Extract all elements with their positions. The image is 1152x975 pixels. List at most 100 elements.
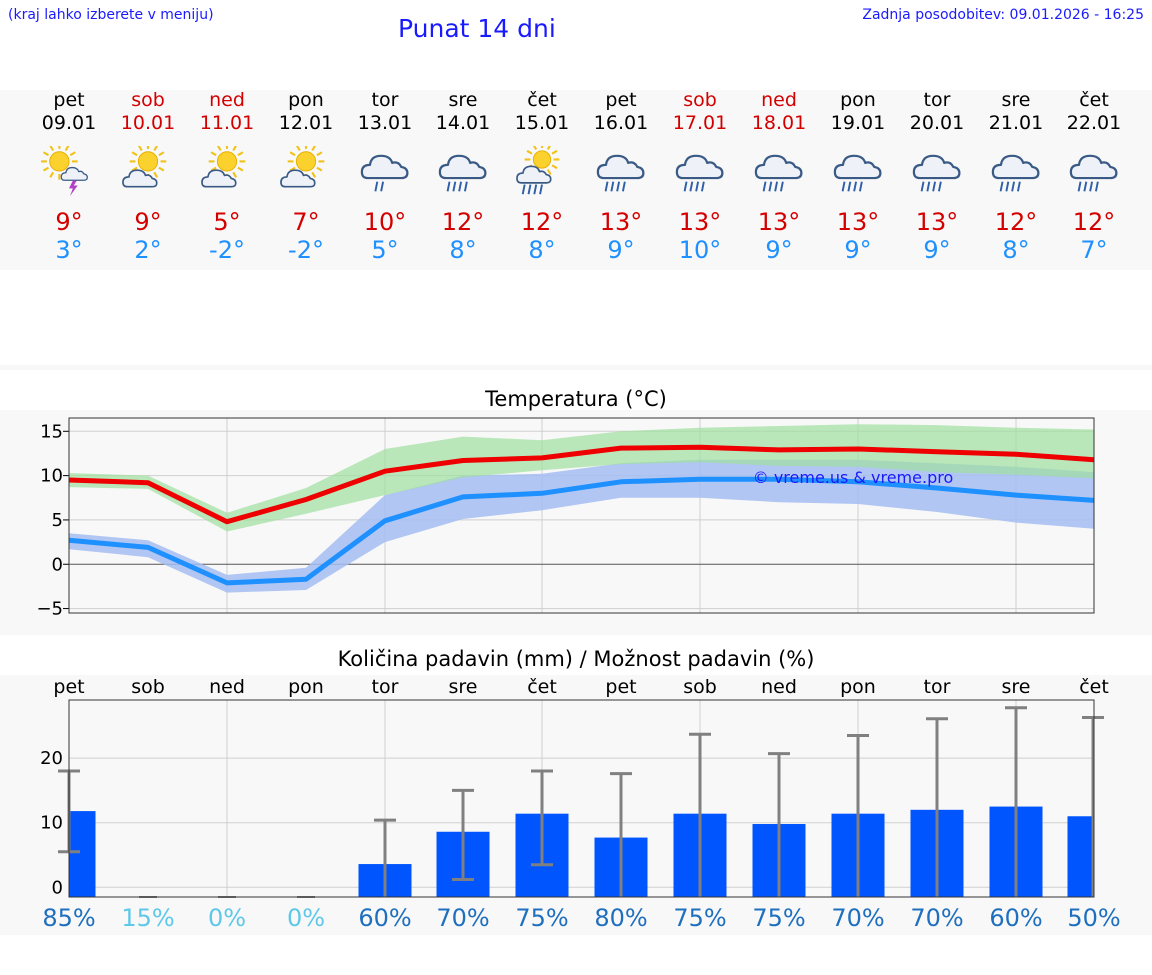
max-temp: 13° xyxy=(599,208,643,236)
precip-probability: 0% xyxy=(208,904,246,932)
cloud-rain-icon xyxy=(833,154,882,192)
max-temp: 12° xyxy=(1072,208,1116,236)
min-temp: -2° xyxy=(288,236,324,264)
day-name: sob xyxy=(683,89,717,111)
y-tick-label: 10 xyxy=(40,813,63,834)
day-date: 19.01 xyxy=(830,112,886,134)
min-temp: 2° xyxy=(134,236,162,264)
day-date: 20.01 xyxy=(909,112,965,134)
day-date: 14.01 xyxy=(435,112,491,134)
x-category-label: pet xyxy=(53,676,84,698)
day-date: 18.01 xyxy=(751,112,807,134)
min-temp: 5° xyxy=(371,236,399,264)
max-temp: 13° xyxy=(915,208,959,236)
x-category-label: čet xyxy=(1079,676,1109,698)
day-date: 09.01 xyxy=(41,112,97,134)
precip-probability: 0% xyxy=(287,904,325,932)
max-temp: 12° xyxy=(441,208,485,236)
day-date: 22.01 xyxy=(1066,112,1122,134)
min-temp: 10° xyxy=(678,236,722,264)
max-temp: 13° xyxy=(757,208,801,236)
min-temp: 8° xyxy=(1002,236,1030,264)
precipitation-chart: 0 10 20 pet sob ned pon tor sre čet pet sob ned pon to… xyxy=(40,676,1121,932)
min-temp: 9° xyxy=(607,236,635,264)
x-category-label: sre xyxy=(1002,676,1031,698)
precip-probability: 85% xyxy=(42,904,95,932)
forecast-day: pet 16.01 13° 9° xyxy=(582,88,660,264)
x-category-label: sre xyxy=(449,676,478,698)
max-temp: 9° xyxy=(134,208,162,236)
temperature-chart: −5 0 5 10 15 © vreme.us & vreme.pro xyxy=(36,417,1095,620)
x-category-label: sob xyxy=(131,676,165,698)
day-name: ned xyxy=(761,89,797,111)
day-date: 11.01 xyxy=(199,112,255,134)
forecast-strip xyxy=(0,90,1152,270)
plot-frame xyxy=(68,417,1095,614)
precip-probability: 75% xyxy=(673,904,726,932)
day-date: 17.01 xyxy=(672,112,728,134)
last-updated: Zadnja posodobitev: 09.01.2026 - 16:25 xyxy=(862,7,1144,23)
cloud-rain-icon xyxy=(1069,154,1118,192)
sun-cloud-icon xyxy=(280,146,325,188)
precip-probability: 15% xyxy=(121,904,174,932)
y-tick-label: 0 xyxy=(52,554,63,575)
y-tick-label: −5 xyxy=(36,599,63,620)
precip-probability: 60% xyxy=(989,904,1042,932)
precip-probability: 60% xyxy=(358,904,411,932)
day-name: tor xyxy=(371,89,399,111)
day-name: čet xyxy=(527,89,557,111)
y-tick-label: 0 xyxy=(52,877,63,898)
x-category-label: sob xyxy=(683,676,717,698)
max-temp: 12° xyxy=(520,208,564,236)
max-temp: 9° xyxy=(55,208,83,236)
forecast-day: sob 10.01 9° 2° xyxy=(109,88,187,264)
x-category-label: ned xyxy=(209,676,245,698)
day-date: 15.01 xyxy=(514,112,570,134)
cloud-rain-icon xyxy=(754,154,803,192)
y-tick-label: 20 xyxy=(40,748,63,769)
precip-probability: 80% xyxy=(594,904,647,932)
x-category-label: čet xyxy=(527,676,557,698)
precip-probability: 75% xyxy=(752,904,805,932)
min-temp: 9° xyxy=(765,236,793,264)
precip-probability: 70% xyxy=(436,904,489,932)
day-date: 16.01 xyxy=(593,112,649,134)
day-name: ned xyxy=(209,89,245,111)
min-temp: 8° xyxy=(528,236,556,264)
forecast-day: sre 21.01 12° 8° xyxy=(977,88,1055,264)
sun-cloud-icon xyxy=(201,146,246,188)
min-temp: 9° xyxy=(923,236,951,264)
precip-bar xyxy=(69,811,96,897)
day-name: sre xyxy=(448,89,478,111)
x-category-label: ned xyxy=(761,676,797,698)
watermark: © vreme.us & vreme.pro xyxy=(753,468,954,487)
precip-probability: 75% xyxy=(515,904,568,932)
max-temp: 13° xyxy=(836,208,880,236)
max-temp: 10° xyxy=(363,208,407,236)
max-temp: 7° xyxy=(292,208,320,236)
min-temp-range-band xyxy=(69,459,1094,593)
day-date: 12.01 xyxy=(278,112,334,134)
max-temp: 12° xyxy=(994,208,1038,236)
y-tick-label: 5 xyxy=(52,510,63,531)
day-date: 21.01 xyxy=(988,112,1044,134)
min-temp-line xyxy=(68,476,1095,586)
y-tick-label: 15 xyxy=(40,421,63,442)
sun-cloud-icon xyxy=(122,146,167,188)
day-name: pon xyxy=(288,89,324,111)
page-title: Punat 14 dni xyxy=(398,14,556,43)
precip-probability: 70% xyxy=(831,904,884,932)
forecast-day: ned 11.01 5° -2° xyxy=(188,88,266,264)
day-name: pon xyxy=(840,89,876,111)
forecast-day: sob 17.01 13° 10° xyxy=(661,88,739,264)
cloud-rain-icon xyxy=(438,154,487,192)
divider xyxy=(0,365,1152,370)
cloud-rain-icon xyxy=(596,154,645,192)
sun-cloud-rain-icon xyxy=(516,146,560,195)
min-temp: -2° xyxy=(209,236,245,264)
x-category-label: pon xyxy=(288,676,324,698)
day-name: pet xyxy=(53,89,85,111)
forecast-day: čet 22.01 12° 7° xyxy=(1055,88,1133,264)
max-temp: 5° xyxy=(213,208,241,236)
precip-bar xyxy=(1067,816,1094,897)
